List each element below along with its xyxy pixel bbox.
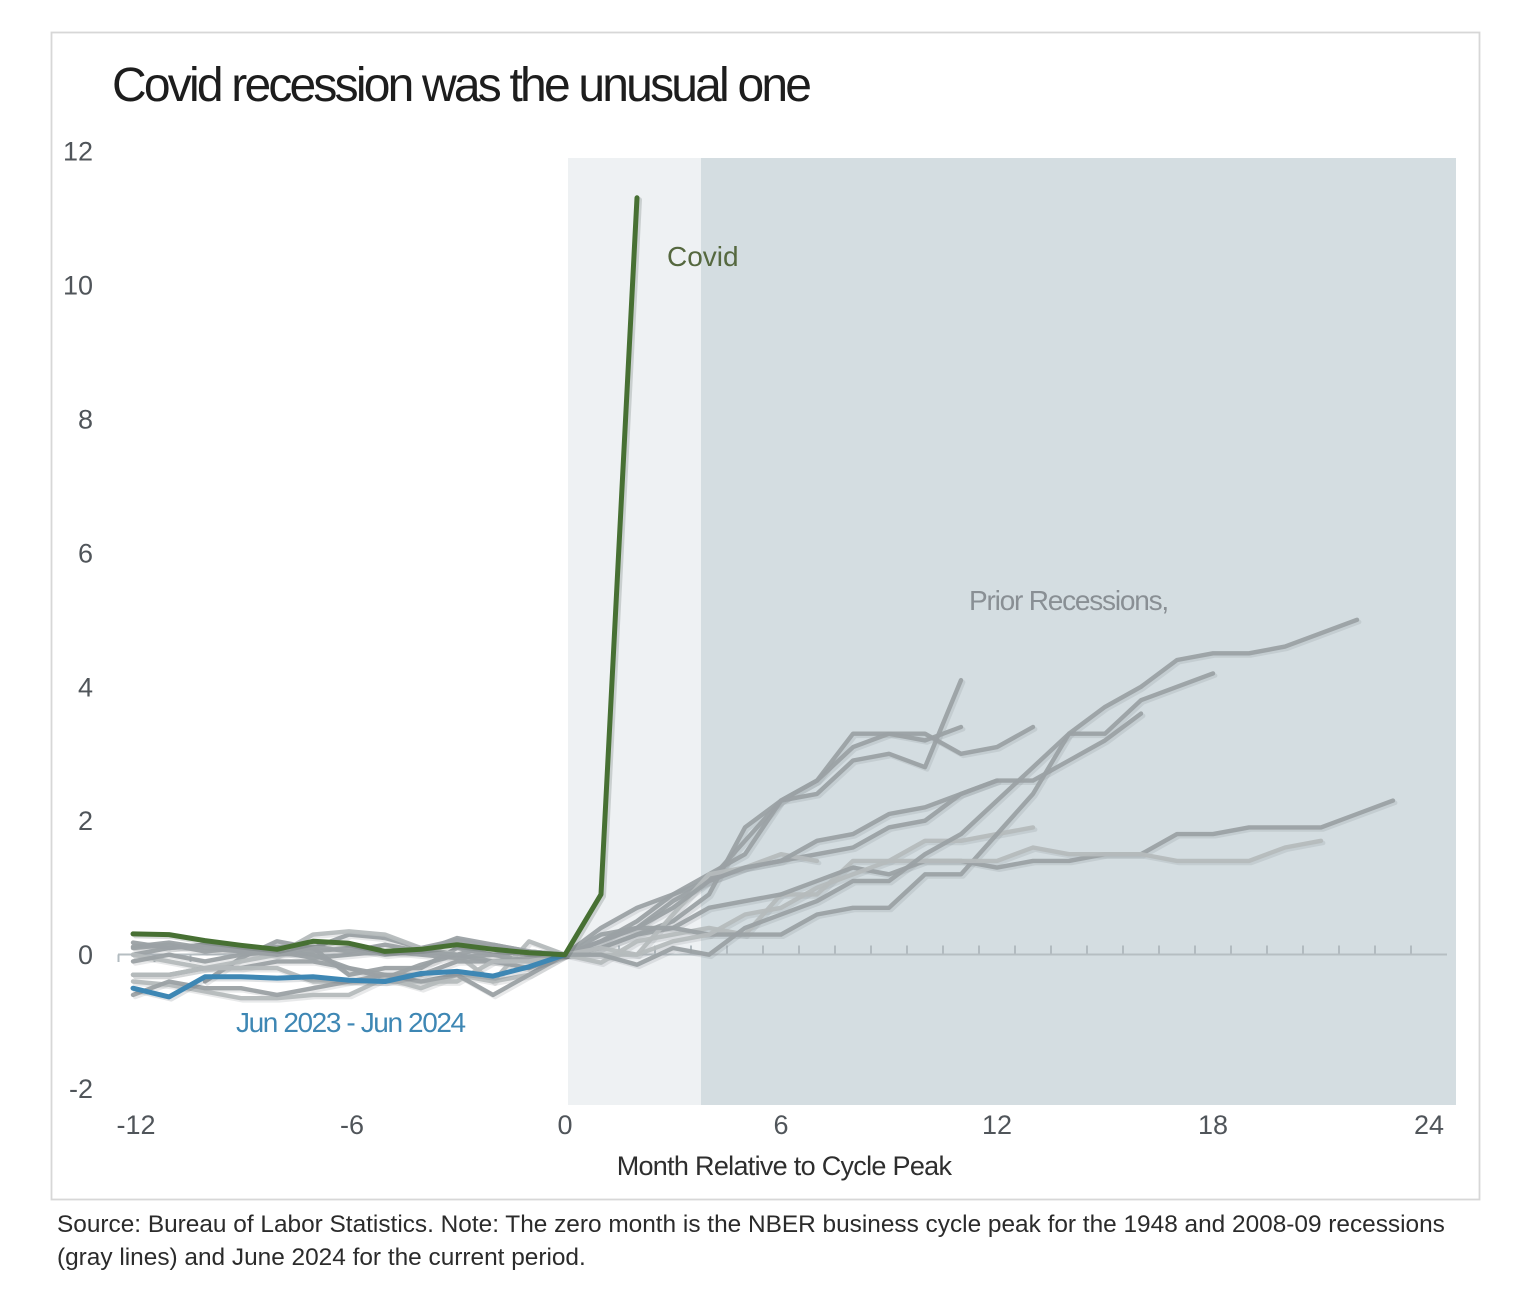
svg-text:-2: -2 [69,1074,93,1104]
svg-text:-12: -12 [116,1110,155,1140]
svg-text:24: 24 [1414,1110,1444,1140]
svg-text:8: 8 [78,404,93,434]
svg-text:Source: Bureau of Labor Statis: Source: Bureau of Labor Statistics. Note… [57,1211,1445,1238]
svg-text:-6: -6 [340,1110,364,1140]
svg-text:6: 6 [78,538,93,568]
svg-text:(gray lines) and June 2024 for: (gray lines) and June 2024 for the curre… [57,1244,586,1271]
svg-text:6: 6 [773,1110,788,1140]
svg-text:10: 10 [63,270,93,300]
svg-text:12: 12 [982,1110,1012,1140]
svg-text:2: 2 [78,806,93,836]
svg-text:4: 4 [78,672,93,702]
svg-text:18: 18 [1198,1110,1228,1140]
svg-text:12: 12 [63,136,93,166]
svg-text:Covid: Covid [667,241,739,272]
svg-text:Jun 2023 - Jun 2024: Jun 2023 - Jun 2024 [236,1007,466,1038]
svg-text:Prior Recessions,: Prior Recessions, [969,585,1168,616]
svg-text:0: 0 [78,940,93,970]
svg-text:0: 0 [557,1110,572,1140]
svg-text:Month Relative to Cycle Peak: Month Relative to Cycle Peak [617,1151,953,1181]
svg-text:Covid recession was the unusua: Covid recession was the unusual one [112,59,810,112]
